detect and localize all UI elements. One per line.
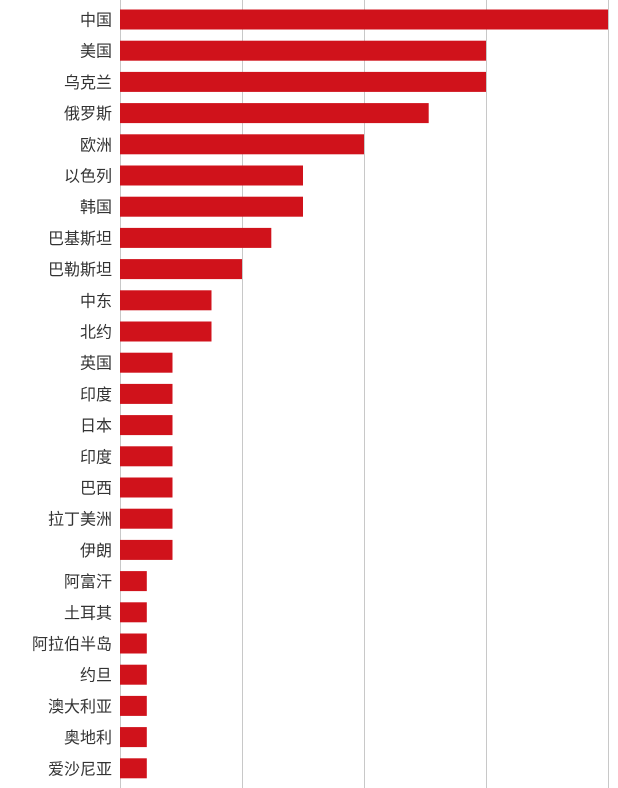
category-label: 日本	[80, 416, 112, 435]
category-label: 巴勒斯坦	[48, 260, 112, 279]
bar	[120, 415, 173, 436]
bar	[120, 571, 147, 592]
bar	[120, 196, 303, 217]
category-label: 土耳其	[64, 603, 112, 622]
category-label: 印度	[80, 385, 112, 404]
bar	[120, 103, 429, 124]
category-label: 中国	[80, 11, 112, 30]
bar	[120, 602, 147, 623]
bar	[120, 321, 212, 342]
bar	[120, 40, 486, 61]
category-label: 拉丁美洲	[48, 510, 112, 529]
category-label: 乌克兰	[64, 73, 112, 92]
category-label: 澳大利亚	[48, 697, 112, 716]
category-label: 约旦	[80, 666, 112, 685]
bar	[120, 71, 486, 92]
category-label: 俄罗斯	[64, 104, 112, 123]
category-label: 美国	[80, 42, 112, 61]
category-label: 中东	[80, 291, 112, 310]
bar	[120, 633, 147, 654]
bar	[120, 259, 242, 280]
category-labels: 中国美国乌克兰俄罗斯欧洲以色列韩国巴基斯坦巴勒斯坦中东北约英国印度日本印度巴西拉…	[32, 11, 112, 779]
bar	[120, 695, 147, 716]
bar	[120, 539, 173, 560]
category-label: 印度	[80, 447, 112, 466]
bar	[120, 290, 212, 311]
bar	[120, 758, 147, 779]
category-label: 欧洲	[80, 135, 112, 154]
bar	[120, 664, 147, 685]
bar	[120, 446, 173, 467]
bar	[120, 508, 173, 529]
bar	[120, 352, 173, 373]
category-label: 以色列	[64, 167, 112, 186]
bar	[120, 727, 147, 748]
category-label: 伊朗	[80, 541, 112, 560]
bar	[120, 383, 173, 404]
category-label: 爱沙尼亚	[48, 759, 112, 778]
grid-lines	[120, 0, 609, 788]
category-label: 巴西	[80, 479, 112, 498]
category-label: 英国	[80, 354, 112, 373]
category-label: 韩国	[80, 198, 112, 217]
category-label: 阿拉伯半岛	[32, 635, 112, 654]
category-label: 北约	[80, 323, 112, 342]
bars	[120, 9, 608, 779]
category-label: 奥地利	[64, 728, 112, 747]
category-label: 巴基斯坦	[48, 229, 112, 248]
bar	[120, 9, 608, 30]
category-label: 阿富汗	[64, 572, 112, 591]
bar	[120, 165, 303, 186]
bar	[120, 227, 272, 248]
bar	[120, 477, 173, 498]
bar	[120, 134, 364, 155]
